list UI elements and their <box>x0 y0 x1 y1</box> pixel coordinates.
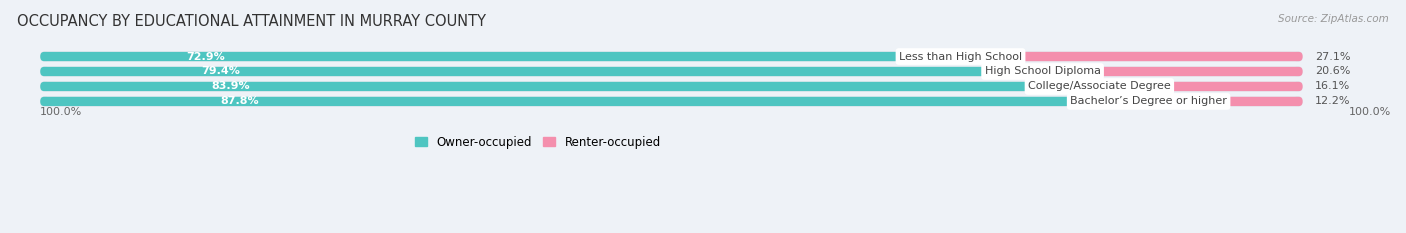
FancyBboxPatch shape <box>44 97 1299 106</box>
Text: 72.9%: 72.9% <box>187 51 225 62</box>
Text: Less than High School: Less than High School <box>898 51 1022 62</box>
Text: 12.2%: 12.2% <box>1315 96 1351 106</box>
FancyBboxPatch shape <box>1043 67 1302 76</box>
Legend: Owner-occupied, Renter-occupied: Owner-occupied, Renter-occupied <box>415 136 661 149</box>
FancyBboxPatch shape <box>41 52 960 61</box>
Text: High School Diploma: High School Diploma <box>984 66 1101 76</box>
Text: OCCUPANCY BY EDUCATIONAL ATTAINMENT IN MURRAY COUNTY: OCCUPANCY BY EDUCATIONAL ATTAINMENT IN M… <box>17 14 486 29</box>
Text: 16.1%: 16.1% <box>1315 82 1351 92</box>
FancyBboxPatch shape <box>1149 97 1302 106</box>
FancyBboxPatch shape <box>41 67 1043 76</box>
Text: 27.1%: 27.1% <box>1315 51 1351 62</box>
FancyBboxPatch shape <box>41 81 1302 92</box>
FancyBboxPatch shape <box>960 52 1302 61</box>
Text: College/Associate Degree: College/Associate Degree <box>1028 82 1171 92</box>
Text: Source: ZipAtlas.com: Source: ZipAtlas.com <box>1278 14 1389 24</box>
FancyBboxPatch shape <box>41 97 1149 106</box>
FancyBboxPatch shape <box>44 52 1299 61</box>
FancyBboxPatch shape <box>41 66 1302 77</box>
Text: 83.9%: 83.9% <box>211 82 250 92</box>
FancyBboxPatch shape <box>44 82 1299 91</box>
Text: 100.0%: 100.0% <box>1348 107 1391 117</box>
Text: 20.6%: 20.6% <box>1315 66 1351 76</box>
Text: 100.0%: 100.0% <box>41 107 83 117</box>
FancyBboxPatch shape <box>41 51 1302 62</box>
Text: 79.4%: 79.4% <box>201 66 240 76</box>
FancyBboxPatch shape <box>44 67 1299 76</box>
Text: Bachelor’s Degree or higher: Bachelor’s Degree or higher <box>1070 96 1227 106</box>
FancyBboxPatch shape <box>41 96 1302 107</box>
FancyBboxPatch shape <box>41 82 1099 91</box>
FancyBboxPatch shape <box>1099 82 1302 91</box>
Text: 87.8%: 87.8% <box>221 96 259 106</box>
